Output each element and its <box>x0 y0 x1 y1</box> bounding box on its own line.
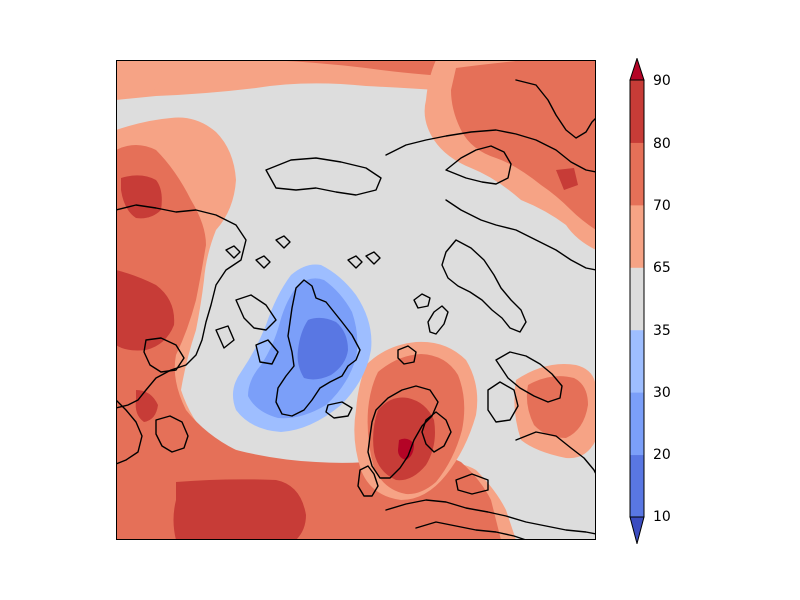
coast-canada-islands-3 <box>215 325 235 349</box>
field-left-medium <box>116 145 501 540</box>
field-right-mid-medium <box>526 376 588 438</box>
colorbar-segment <box>630 204 644 268</box>
coast-left-lower <box>116 399 143 465</box>
coast-small-island-2 <box>365 251 381 265</box>
field-upper-right-medium <box>451 60 596 230</box>
colorbar-tick-label: 65 <box>653 260 671 276</box>
colorbar-tick-label: 30 <box>653 385 671 401</box>
colorbar-tick-label: 20 <box>653 447 671 463</box>
coast-canada-islands-2 <box>255 339 279 365</box>
coast-scandinavia <box>367 385 439 479</box>
coast-asia-south <box>515 431 596 475</box>
coast-alaska <box>265 157 382 196</box>
colorbar-segment <box>630 267 644 331</box>
coast-mediterranean <box>415 521 527 540</box>
colorbar-svg <box>629 56 645 546</box>
coast-small-island-3 <box>275 235 291 249</box>
coast-kamchatka <box>515 79 596 139</box>
map-panel <box>116 60 596 540</box>
field-greenland-medium <box>297 317 348 380</box>
field-left-dark-mid <box>116 270 175 351</box>
coast-caspian <box>487 381 519 423</box>
colorbar-tick-label: 35 <box>653 323 671 339</box>
field-upper-right-dark <box>556 168 578 190</box>
coast-siberia-inner <box>445 199 596 271</box>
coast-canada-islands <box>235 294 277 331</box>
coast-hudson-bay <box>143 337 185 373</box>
field-bottom-dark <box>173 479 306 540</box>
map-frame <box>116 60 596 540</box>
colorbar-tick-label: 90 <box>653 73 671 89</box>
coast-iceland <box>325 401 353 419</box>
coastlines <box>116 79 596 540</box>
coast-east-asia <box>445 145 512 185</box>
colorbar <box>622 56 682 546</box>
colorbar-outline <box>629 79 645 518</box>
coast-left-bay <box>155 415 189 453</box>
coast-small-island-4 <box>225 245 241 259</box>
colorbar-tick-label: 10 <box>653 509 671 525</box>
coast-canada-mainland <box>116 204 247 409</box>
colorbar-segment <box>630 392 644 456</box>
colorbar-tick-label: 70 <box>653 198 671 214</box>
coast-baltic <box>421 411 452 453</box>
coast-taymyr <box>441 239 527 333</box>
coast-svalbard <box>397 345 417 365</box>
coast-greenland <box>275 279 361 417</box>
colorbar-segment <box>630 329 644 393</box>
colorbar-segment <box>630 454 644 518</box>
field-left-dark-south <box>135 390 158 422</box>
polar-map <box>116 60 596 540</box>
colorbar-segment <box>630 80 644 143</box>
coast-black-sea <box>455 473 489 495</box>
field-left-light <box>116 117 516 540</box>
colorbar-tick-label: 80 <box>653 136 671 152</box>
coast-small-island-1 <box>347 255 363 269</box>
coast-british-isles <box>357 465 379 497</box>
field-europe-extreme <box>398 438 414 460</box>
field-topleft-corner <box>116 60 162 97</box>
coast-small-island-5 <box>255 255 271 269</box>
coast-asia-interior <box>495 351 563 403</box>
colorbar-segment <box>630 142 644 206</box>
colorbar-under-arrow <box>629 516 645 546</box>
coast-siberia <box>385 129 596 173</box>
coast-novaya-zemlya <box>427 305 449 335</box>
coast-franz-josef <box>413 293 431 309</box>
coast-europe-south <box>385 499 596 535</box>
colorbar-over-arrow <box>629 56 645 81</box>
